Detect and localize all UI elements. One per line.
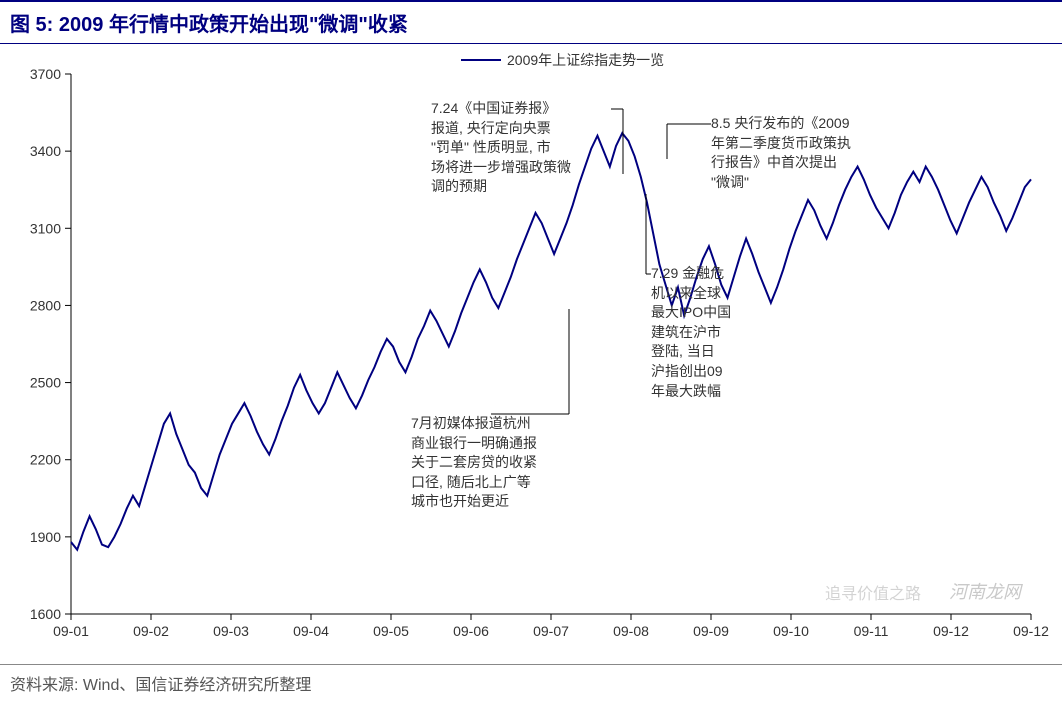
svg-text:2500: 2500 — [30, 375, 61, 391]
chart-area: 1600 1900 2200 2500 2800 3100 3400 3700 09-01 09-… — [11, 44, 1051, 664]
watermark: 河南龙网 — [949, 578, 1021, 604]
svg-text:2800: 2800 — [30, 297, 61, 313]
svg-text:3400: 3400 — [30, 143, 61, 159]
svg-text:09-11: 09-11 — [854, 623, 889, 639]
svg-text:09-02: 09-02 — [133, 623, 169, 639]
source-footer: 资料来源: Wind、国信证券经济研究所整理 — [0, 664, 1062, 701]
svg-text:1600: 1600 — [30, 606, 61, 622]
svg-text:09-10: 09-10 — [773, 623, 809, 639]
svg-text:3100: 3100 — [30, 220, 61, 236]
svg-text:09-05: 09-05 — [373, 623, 409, 639]
annotation-ann4: 7月初媒体报道杭州 商业银行一明确通报 关于二套房贷的收紧 口径, 随后北上广等… — [411, 414, 571, 512]
svg-text:09-09: 09-09 — [693, 623, 729, 639]
svg-text:09-08: 09-08 — [613, 623, 649, 639]
annotation-ann1: 7.24《中国证券报》 报道, 央行定向央票 "罚单" 性质明显, 市 场将进一… — [431, 99, 611, 197]
svg-text:2200: 2200 — [30, 452, 61, 468]
watermark-secondary: 追寻价值之路 — [825, 580, 921, 604]
chart-title: 图 5: 2009 年行情中政策开始出现"微调"收紧 — [0, 0, 1062, 44]
svg-text:09-12: 09-12 — [1013, 623, 1049, 639]
svg-text:09-06: 09-06 — [453, 623, 489, 639]
svg-text:2009年上证综指走势一览: 2009年上证综指走势一览 — [507, 52, 664, 68]
svg-text:09-12: 09-12 — [933, 623, 969, 639]
svg-text:09-03: 09-03 — [213, 623, 249, 639]
annotation-ann2: 8.5 央行发布的《2009 年第二季度货币政策执 行报告》中首次提出 "微调" — [711, 114, 891, 192]
svg-text:09-04: 09-04 — [293, 623, 329, 639]
svg-text:09-01: 09-01 — [53, 623, 89, 639]
svg-text:3700: 3700 — [30, 66, 61, 82]
svg-text:1900: 1900 — [30, 529, 61, 545]
svg-text:09-07: 09-07 — [533, 623, 569, 639]
annotation-ann3: 7.29 金融危 机以来全球 最大IPO中国 建筑在沪市 登陆, 当日 沪指创出… — [651, 264, 751, 401]
